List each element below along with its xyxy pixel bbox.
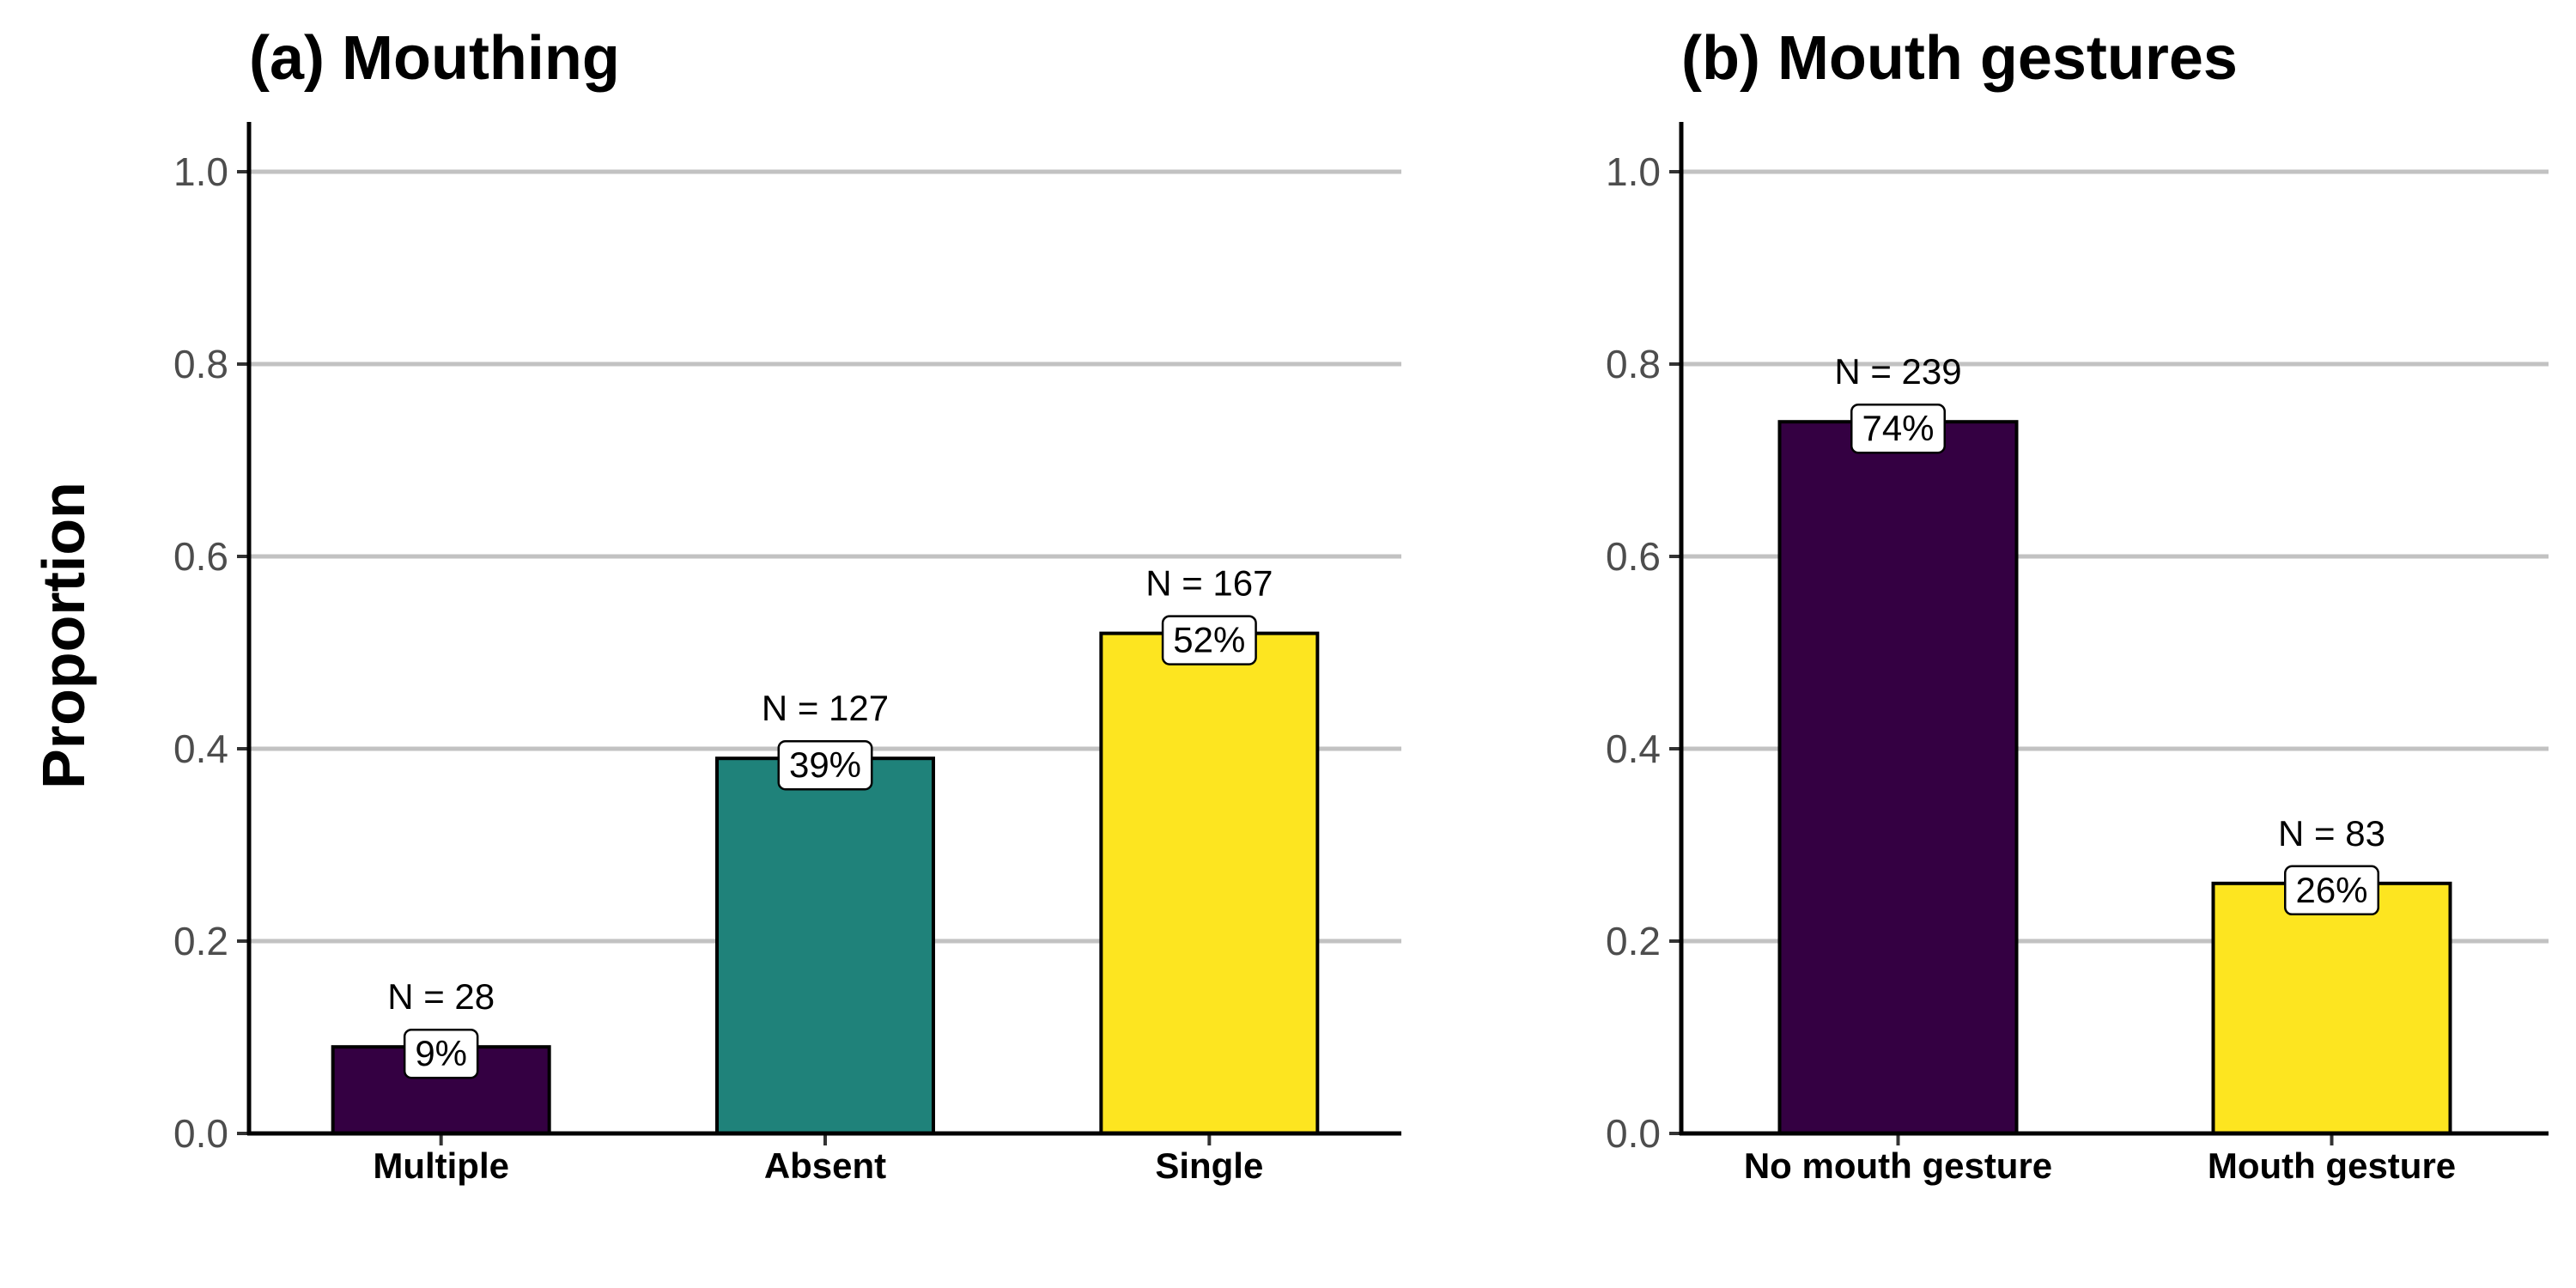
chart-title: (b) Mouth gestures	[1681, 24, 2238, 93]
data-label-box	[1850, 403, 1946, 454]
x-tick-label: Single	[1155, 1145, 1263, 1186]
y-tick-label: 0.4	[173, 726, 228, 771]
data-label-percent: 74%	[1862, 408, 1934, 448]
data-label-box	[2284, 865, 2379, 916]
bar	[1777, 420, 2019, 1135]
chart-panel-2: (b) Mouth gestures 0.0 0.2 0.4 0.6 0.8 1.0 No m…	[1606, 24, 2549, 1186]
x-tick-label: Absent	[764, 1145, 886, 1186]
data-label-percent: 9%	[415, 1033, 467, 1073]
y-tick-label: 0.2	[173, 919, 228, 963]
bar	[715, 756, 935, 1135]
bar	[1099, 631, 1320, 1135]
data-label-count: N = 239	[1834, 351, 1961, 392]
panels: (a) Mouthing 0.0 0.2 0.4 0.6 0.8 1.0 Multiple 9%…	[173, 24, 2549, 1186]
data-label-box	[1161, 615, 1257, 665]
bar	[2211, 881, 2452, 1136]
y-tick-label: 0.0	[1606, 1111, 1661, 1156]
y-tick-label: 0.8	[173, 342, 228, 386]
y-tick-label: 0.6	[173, 534, 228, 579]
data-label-count: N = 28	[387, 976, 495, 1017]
x-tick-label: No mouth gesture	[1744, 1145, 2052, 1186]
y-tick-label: 1.0	[1606, 149, 1661, 194]
y-tick-label: 1.0	[173, 149, 228, 194]
y-tick-label: 0.8	[1606, 342, 1661, 386]
data-label-percent: 26%	[2295, 870, 2367, 910]
chart-panel-1: (a) Mouthing 0.0 0.2 0.4 0.6 0.8 1.0 Multiple 9%…	[173, 24, 1401, 1186]
y-tick-label: 0.2	[1606, 919, 1661, 963]
data-label-percent: 39%	[789, 744, 861, 785]
data-label-count: N = 167	[1145, 563, 1273, 604]
y-tick-label: 0.6	[1606, 534, 1661, 579]
x-tick-label: Mouth gesture	[2208, 1145, 2456, 1186]
data-label-count: N = 127	[762, 688, 889, 728]
data-label-box	[777, 739, 873, 791]
data-label-box	[403, 1028, 479, 1079]
data-label-percent: 52%	[1173, 620, 1245, 660]
chart-title: (a) Mouthing	[249, 24, 620, 93]
data-label-count: N = 83	[2278, 813, 2385, 854]
y-tick-label: 0.4	[1606, 726, 1661, 771]
y-tick-label: 0.0	[173, 1111, 228, 1156]
y-axis-label: Proportion	[30, 482, 97, 789]
x-tick-label: Multiple	[373, 1145, 509, 1186]
